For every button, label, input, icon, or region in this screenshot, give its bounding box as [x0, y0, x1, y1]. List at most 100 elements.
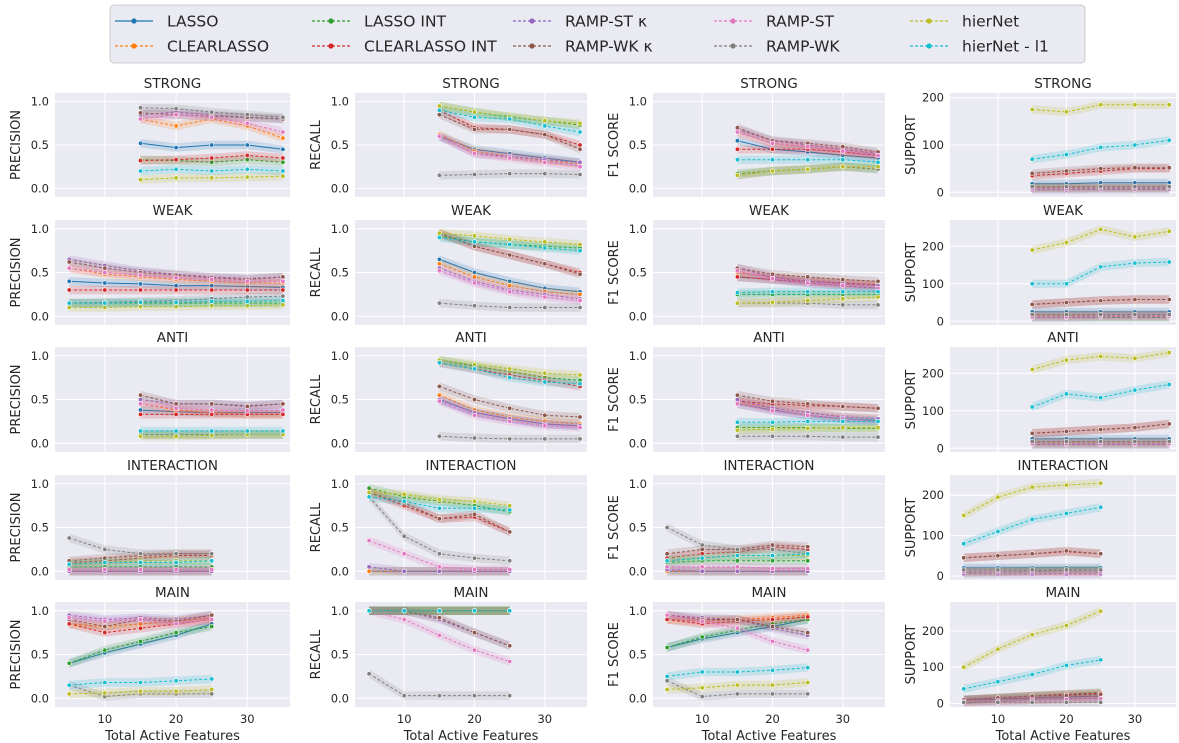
series-ramp-wk: [436, 432, 583, 444]
data-point: [1132, 425, 1138, 431]
x-tick-label: 20: [1059, 712, 1074, 726]
legend-label-clearlasso: CLEARLASSO: [167, 38, 269, 56]
y-tick-label: 1.0: [331, 95, 349, 109]
data-point: [805, 665, 811, 671]
data-point: [577, 304, 583, 310]
data-point: [102, 630, 108, 636]
panel-title: STRONG: [144, 76, 201, 92]
series-line: [1032, 168, 1170, 177]
panel-title: MAIN: [1046, 585, 1081, 601]
data-point: [542, 118, 548, 124]
data-point: [436, 383, 442, 389]
panel-title: MAIN: [752, 585, 787, 601]
data-point: [769, 398, 775, 404]
data-point: [734, 300, 740, 306]
data-point: [280, 146, 286, 152]
data-point: [734, 157, 740, 163]
data-point: [138, 638, 144, 644]
data-point: [840, 148, 846, 154]
x-tick-label: 20: [765, 712, 780, 726]
series-ramp-st: [664, 562, 811, 573]
y-tick-label: 200: [922, 488, 944, 502]
y-tick-label: 0.0: [31, 181, 49, 195]
data-point: [1029, 170, 1035, 176]
series-lasso-int: [66, 622, 215, 668]
y-axis-label: F1 SCORE: [607, 240, 622, 305]
series-ramp-st: [436, 266, 583, 305]
data-point: [542, 379, 548, 385]
data-point: [1029, 671, 1035, 677]
data-point: [102, 623, 108, 629]
data-point: [995, 567, 1001, 573]
data-point: [577, 120, 583, 126]
data-point: [1132, 387, 1138, 393]
y-tick-label: 1.0: [629, 477, 647, 491]
data-point: [436, 172, 442, 178]
data-point: [664, 524, 670, 530]
data-point: [138, 140, 144, 146]
data-point: [102, 647, 108, 653]
data-point: [209, 168, 215, 174]
confidence-band: [1032, 348, 1170, 374]
series-ramp-wk: [1029, 437, 1172, 446]
series-clearlasso-int: [66, 285, 286, 295]
series-ramp-st: [734, 266, 881, 293]
data-point: [209, 558, 215, 564]
data-point: [542, 436, 548, 442]
data-point: [664, 612, 670, 618]
data-point: [471, 172, 477, 178]
data-point: [507, 405, 513, 411]
y-axis-label: PRECISION: [9, 619, 24, 689]
y-tick-label: 0.5: [31, 138, 49, 152]
series-line: [439, 270, 581, 301]
data-point: [173, 551, 179, 557]
x-axis-label: Total Active Features: [403, 729, 539, 743]
series-line: [69, 684, 212, 698]
data-point: [840, 424, 846, 430]
confidence-band: [439, 259, 580, 299]
series-hiernet: [734, 292, 881, 308]
data-point: [1132, 165, 1138, 171]
data-point: [436, 693, 442, 699]
data-point: [577, 372, 583, 378]
data-point: [577, 297, 583, 303]
data-point: [769, 146, 775, 152]
data-point: [805, 614, 811, 620]
data-point: [805, 425, 811, 431]
data-point: [401, 491, 407, 497]
data-point: [995, 699, 1001, 705]
y-tick-label: 0.0: [629, 691, 647, 705]
data-point: [209, 428, 215, 434]
confidence-band: [369, 606, 510, 650]
series-hiernet: [436, 101, 583, 128]
data-point: [280, 287, 286, 293]
data-point: [471, 412, 477, 418]
data-point: [734, 172, 740, 178]
series-line: [439, 134, 581, 165]
data-point: [1098, 657, 1104, 663]
series-ramp-wk-kappa: [734, 263, 881, 286]
data-point: [699, 618, 705, 624]
data-point: [471, 280, 477, 286]
data-point: [66, 615, 72, 621]
y-tick-label: 1.0: [629, 222, 647, 236]
data-point: [244, 120, 250, 126]
data-point: [244, 166, 250, 172]
series-hiernet-l1: [961, 655, 1104, 694]
data-point: [102, 280, 108, 286]
x-tick-label: 10: [991, 712, 1006, 726]
data-point: [507, 558, 513, 564]
y-tick-label: 0.0: [331, 564, 349, 578]
series-hiernet: [664, 678, 811, 694]
confidence-band: [963, 478, 1101, 520]
series-ramp-wk: [436, 298, 583, 312]
panel-anti-support: 0 100 200 ANTI SUPPORT: [904, 330, 1176, 455]
data-point: [1029, 281, 1035, 287]
data-point: [209, 686, 215, 692]
data-point: [875, 278, 881, 284]
data-point: [173, 433, 179, 439]
data-point: [1029, 551, 1035, 557]
y-axis-label: PRECISION: [9, 364, 24, 434]
data-point: [769, 419, 775, 425]
